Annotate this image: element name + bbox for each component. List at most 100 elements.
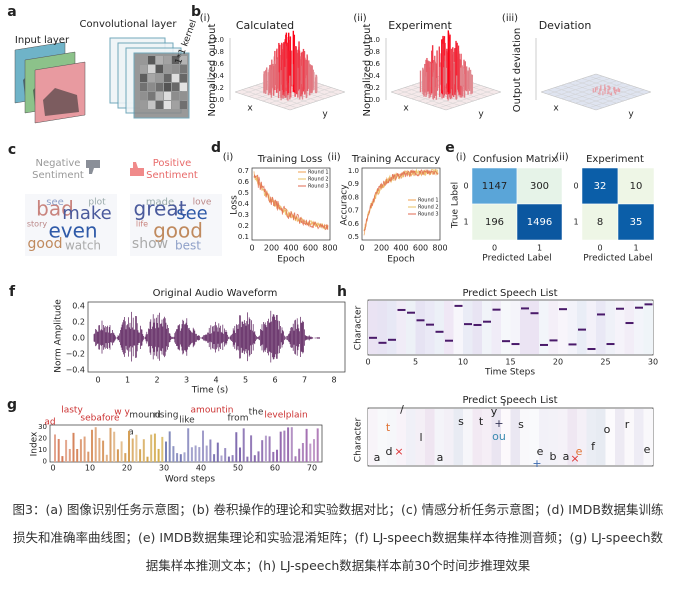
cell-value: 10: [630, 181, 643, 192]
letter: a: [437, 451, 444, 464]
letter: e: [576, 445, 583, 458]
label: y: [478, 110, 484, 120]
surface-grid: [595, 91, 652, 111]
conv-cell: [164, 83, 171, 91]
conv-cell: [156, 74, 163, 82]
word: make: [62, 203, 111, 224]
conv-cell: [148, 101, 155, 109]
word-cloud: [25, 194, 117, 256]
bar: [116, 449, 119, 462]
column: [577, 409, 587, 465]
letter: t: [386, 421, 391, 434]
tick-label: 50: [233, 464, 243, 473]
curve: [253, 174, 329, 231]
conv-cell: [180, 56, 187, 64]
tick-label: 0.5: [348, 233, 359, 241]
label: Word steps: [165, 475, 215, 485]
tick-label: 30: [38, 423, 47, 431]
cell-value: 196: [485, 217, 504, 228]
panel-label: a: [7, 4, 16, 20]
dash: [540, 343, 548, 346]
tick-label: 20: [38, 435, 47, 443]
bar: [153, 433, 156, 462]
bar: [57, 438, 60, 462]
plot-frame: [49, 424, 323, 463]
bar: [113, 431, 116, 462]
bar: [91, 429, 93, 462]
legend-label: Round 2: [418, 205, 439, 211]
panel-label: b: [191, 4, 201, 20]
legend-label: Round 1: [418, 198, 439, 204]
dash: [416, 319, 425, 322]
matrix-cell: [617, 167, 655, 205]
column: [396, 301, 406, 354]
image-content: [43, 88, 79, 116]
tick-label: 0: [463, 182, 468, 191]
bar: [150, 434, 153, 462]
letter: s: [458, 415, 464, 428]
column: [548, 301, 558, 354]
letter: ×: [394, 445, 403, 458]
tick-label: 3: [184, 376, 189, 385]
dash: [407, 311, 415, 314]
tick-label: 6: [272, 376, 277, 385]
bar: [165, 441, 167, 462]
label: Confusion Matrix: [473, 154, 557, 165]
surface-grid: [445, 91, 502, 111]
dash: [644, 303, 653, 306]
bar: [246, 456, 249, 462]
tick-label: 0.4: [72, 302, 85, 311]
cell-value: 8: [597, 217, 603, 228]
column: [406, 301, 416, 354]
dash: [625, 322, 634, 325]
label: Norm Amplitude: [54, 299, 64, 373]
column: [472, 301, 482, 354]
surface-grid: [439, 89, 495, 108]
label: x: [553, 104, 559, 114]
letter: a: [563, 450, 570, 463]
column: [425, 409, 435, 465]
cell-value: 32: [594, 181, 607, 192]
tick-label: 0.8: [213, 48, 224, 56]
column: [586, 409, 596, 465]
tick-label: 1: [633, 244, 638, 253]
conv-cell: [140, 74, 147, 82]
letter: o: [604, 423, 611, 436]
bar: [290, 427, 293, 462]
conv-cell: [148, 65, 155, 73]
conv-cell: [156, 83, 163, 91]
column: [463, 301, 473, 354]
bar: [205, 445, 208, 462]
dash: [378, 341, 387, 344]
panel-label: d: [211, 140, 221, 156]
label: Sentiment: [146, 170, 198, 181]
tick-label: 30: [648, 358, 658, 367]
matrix-cell: [471, 167, 518, 205]
tick-label: 0.6: [213, 60, 225, 68]
label: Index: [30, 431, 40, 456]
matrix-cell: [516, 203, 563, 241]
surface-grid: [276, 87, 332, 106]
column: [472, 409, 482, 465]
word: from: [228, 414, 249, 424]
tick-label: 0: [365, 358, 370, 367]
tick-label: 0.0: [213, 96, 224, 104]
tick-label: 10: [85, 464, 95, 473]
column: [548, 409, 558, 465]
word: plot: [88, 198, 106, 208]
bar: [298, 448, 301, 462]
bar: [264, 435, 267, 462]
column: [634, 301, 644, 354]
tick-label: 0: [43, 458, 47, 466]
label: Predict Speech List: [462, 395, 557, 406]
conv-cell: [172, 83, 179, 91]
bar: [213, 454, 216, 462]
word: made: [146, 197, 174, 208]
letter: d: [386, 445, 393, 458]
label: (i): [223, 152, 234, 163]
bar: [316, 428, 319, 462]
tick-label: 5: [413, 358, 418, 367]
conv-cell: [164, 92, 171, 100]
tick-label: 0.0: [72, 334, 85, 343]
tick-label: 400: [283, 244, 298, 253]
